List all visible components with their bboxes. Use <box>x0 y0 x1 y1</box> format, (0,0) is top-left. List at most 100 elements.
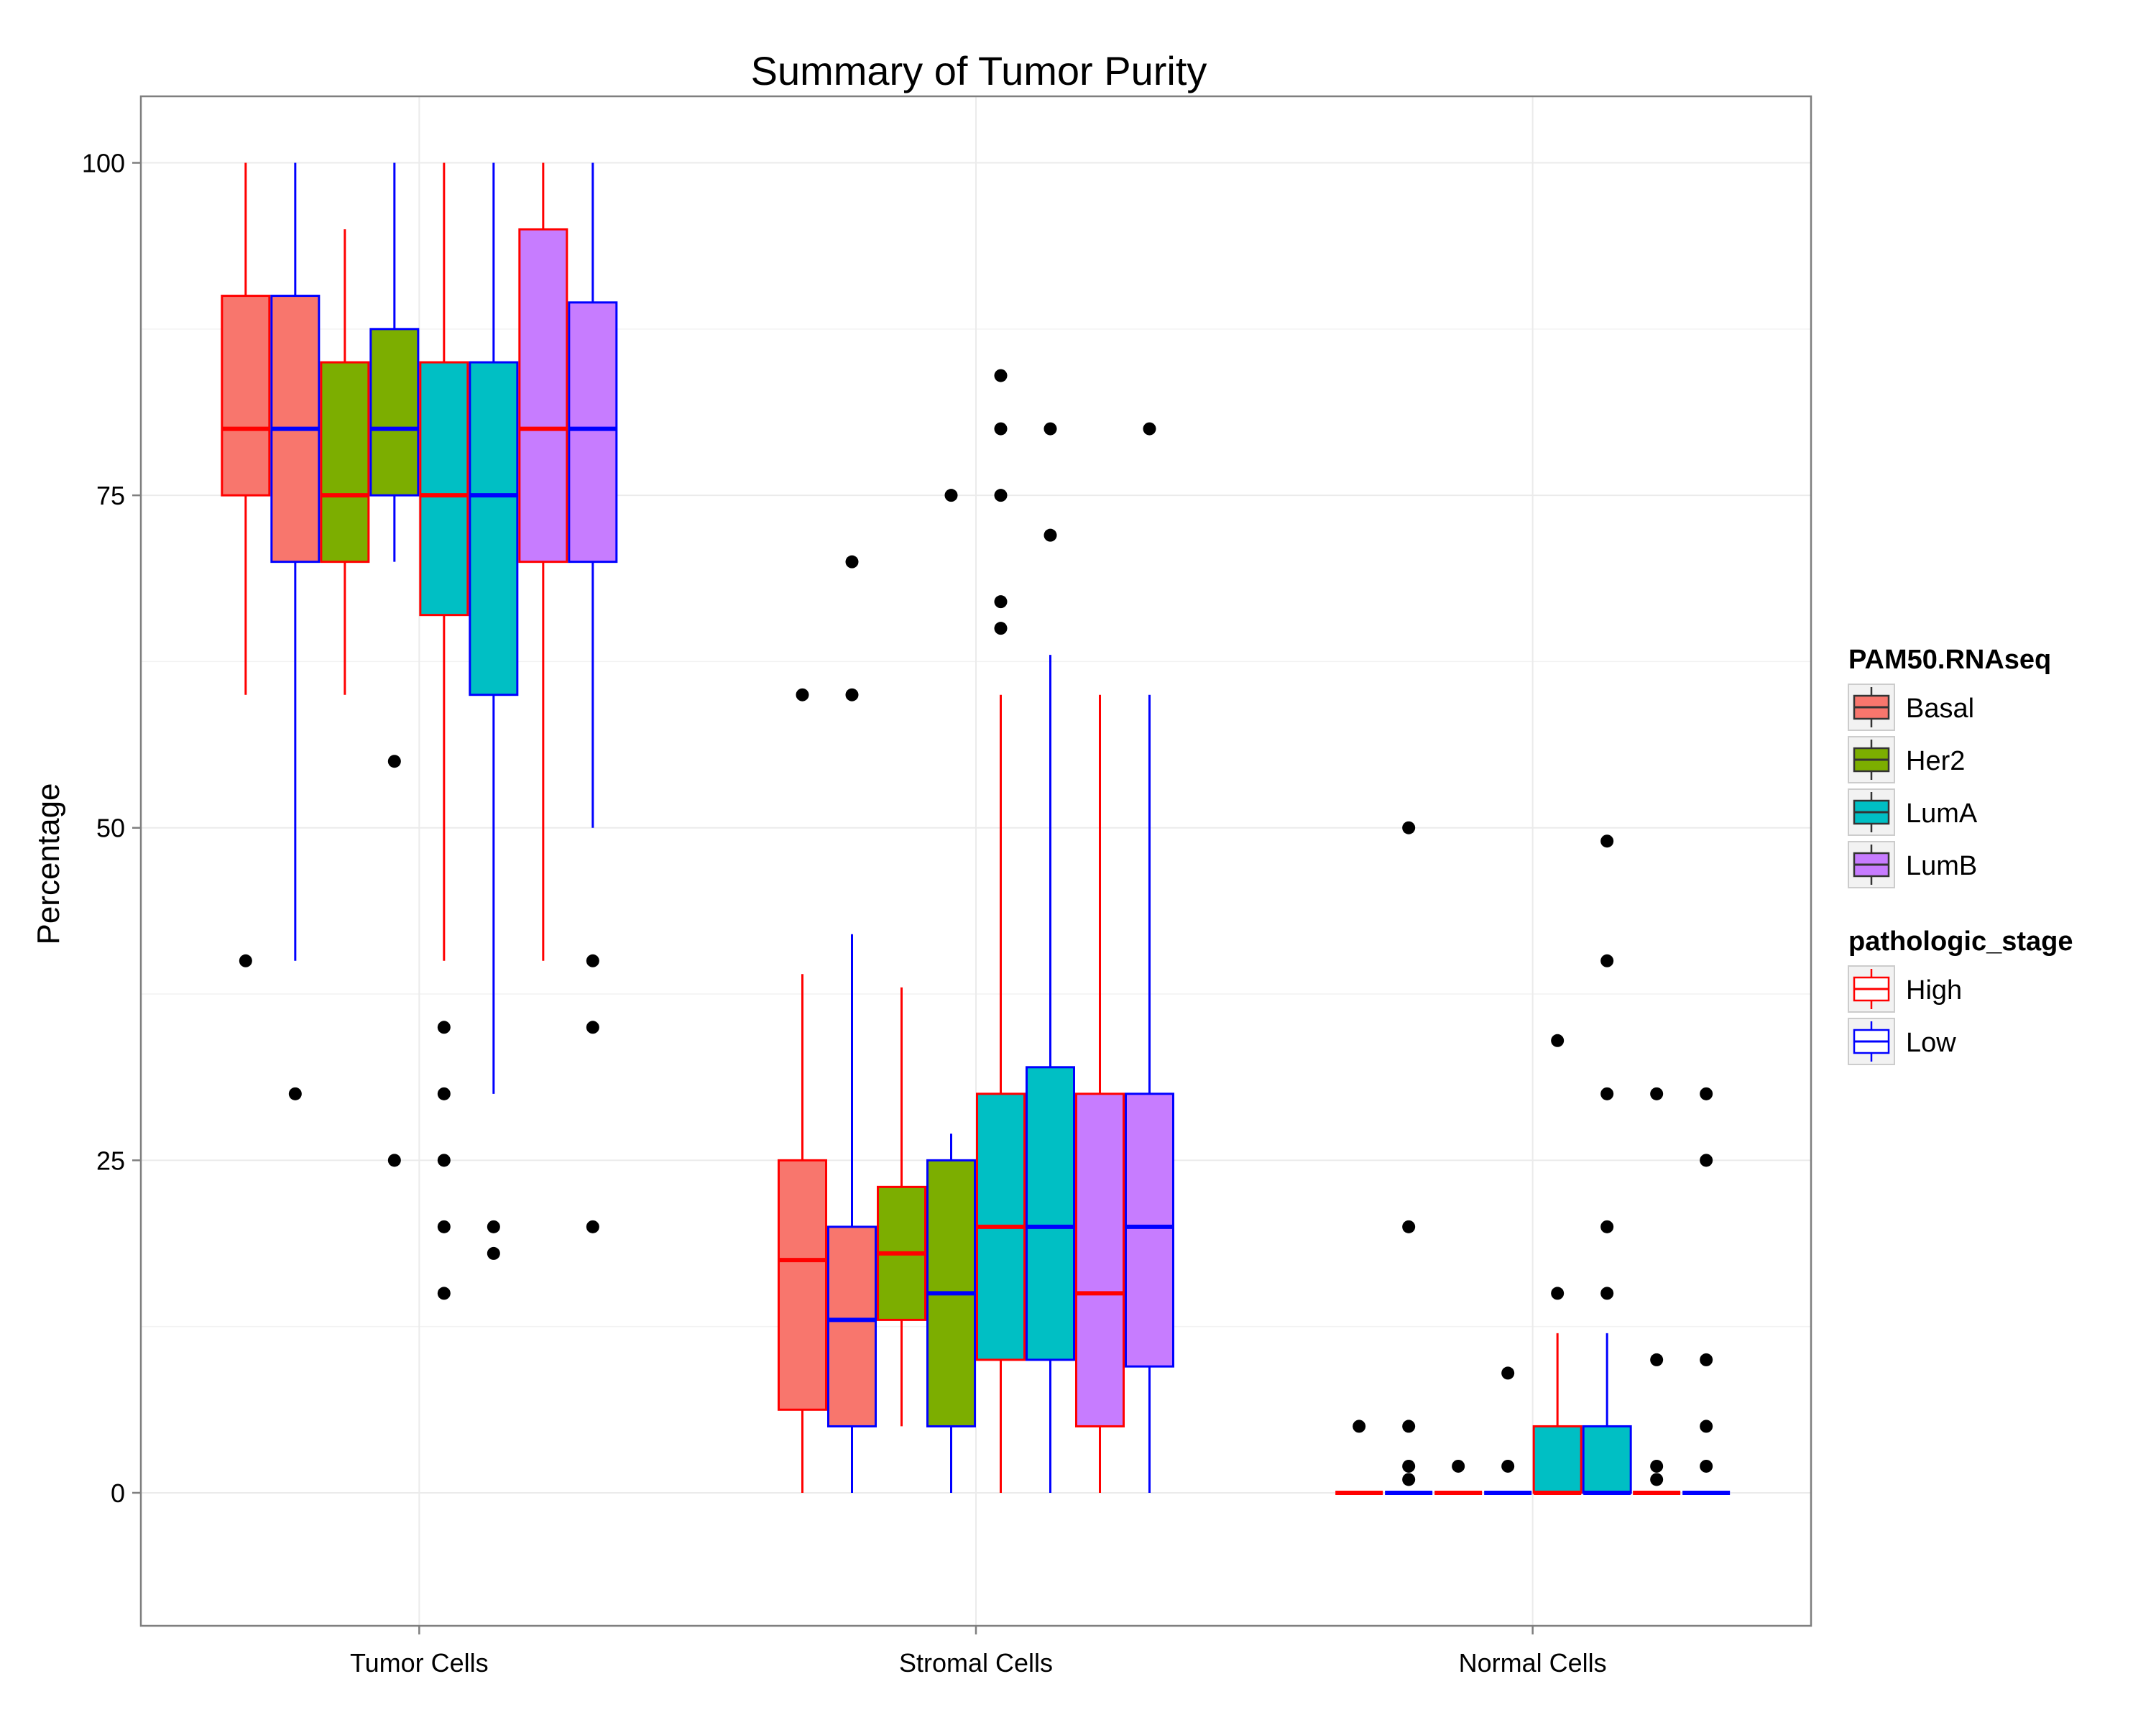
box-tumor-cells-basal-high <box>221 162 271 967</box>
outlier-point <box>1501 1366 1515 1380</box>
outlier-point <box>1600 834 1614 848</box>
box-iqr <box>827 1225 877 1427</box>
box-iqr <box>1075 1092 1125 1427</box>
box-group-stromal-cells <box>778 369 1174 1493</box>
box-iqr <box>469 361 519 696</box>
chart-title: Summary of Tumor Purity <box>751 48 1207 93</box>
outlier-point <box>586 1220 599 1233</box>
outlier-point <box>1600 1220 1614 1233</box>
box-normal-cells-basal-high <box>1335 1420 1383 1495</box>
legend-label: Low <box>1906 1028 1956 1058</box>
legend-item-low: Low <box>1848 1018 1956 1065</box>
legend-title-stage: pathologic_stage <box>1848 926 2073 957</box>
outlier-point <box>437 1087 451 1100</box>
box-tumor-cells-her2-high <box>320 229 370 695</box>
y-tick-label: 50 <box>96 814 125 843</box>
box-iqr <box>1532 1425 1583 1494</box>
box-iqr <box>778 1159 827 1411</box>
outlier-point <box>1551 1287 1565 1300</box>
outlier-point <box>1452 1459 1465 1473</box>
outlier-point <box>437 1154 451 1167</box>
x-tick-label: Normal Cells <box>1459 1648 1607 1678</box>
box-normal-cells-lumb-low <box>1682 1087 1731 1495</box>
outlier-point <box>796 688 809 702</box>
legend: PAM50.RNAseq Basal Her2 LumA LumB pathologic_… <box>1848 645 2073 1065</box>
outlier-point <box>994 369 1008 382</box>
legend-label: LumB <box>1906 851 1977 881</box>
outlier-point <box>1600 954 1614 967</box>
outlier-point <box>1501 1459 1515 1473</box>
outlier-point <box>1700 1459 1713 1473</box>
outlier-point <box>1402 1420 1416 1433</box>
outlier-point <box>1600 1287 1614 1300</box>
outlier-point <box>586 954 599 967</box>
legend-label: Basal <box>1906 694 1974 724</box>
legend-title-subtype: PAM50.RNAseq <box>1848 645 2051 675</box>
outlier-point <box>387 1154 401 1167</box>
outlier-point <box>1700 1353 1713 1366</box>
outlier-point <box>994 489 1008 502</box>
box-stromal-cells-her2-low <box>926 489 976 1493</box>
outlier-point <box>437 1220 451 1233</box>
legend-label: LumA <box>1906 799 1978 829</box>
legend-label: Her2 <box>1906 746 1965 776</box>
box-stromal-cells-lumb-high <box>1075 694 1125 1493</box>
outlier-point <box>437 1021 451 1034</box>
outlier-point <box>1402 1220 1416 1233</box>
box-group-tumor-cells <box>221 162 618 1300</box>
box-iqr <box>419 361 469 617</box>
outlier-point <box>1402 1473 1416 1486</box>
box-normal-cells-her2-high <box>1434 1459 1483 1495</box>
outlier-point <box>1600 1087 1614 1100</box>
box-iqr <box>1582 1425 1632 1494</box>
box-normal-cells-basal-low <box>1385 821 1433 1495</box>
outlier-point <box>944 489 958 502</box>
box-tumor-cells-luma-low <box>469 162 519 1260</box>
outlier-point <box>387 755 401 768</box>
box-stromal-cells-her2-high <box>877 987 926 1427</box>
box-iqr <box>568 301 618 564</box>
box-iqr <box>320 361 370 564</box>
box-iqr <box>1026 1066 1075 1361</box>
outlier-point <box>1700 1420 1713 1433</box>
y-axis-label: Percentage <box>31 783 66 944</box>
box-normal-cells-luma-low <box>1582 834 1632 1495</box>
box-tumor-cells-basal-low <box>270 162 321 1100</box>
y-tick-label: 0 <box>111 1478 125 1508</box>
outlier-point <box>845 688 859 702</box>
box-iqr <box>518 228 568 564</box>
outlier-point <box>1650 1353 1664 1366</box>
outlier-point <box>586 1021 599 1034</box>
outlier-point <box>1143 422 1156 436</box>
outlier-point <box>288 1087 302 1100</box>
box-normal-cells-luma-high <box>1532 1034 1583 1495</box>
legend-item-luma: LumA <box>1848 788 1978 836</box>
outlier-point <box>994 422 1008 436</box>
legend-item-her2: Her2 <box>1848 736 1965 783</box>
box-normal-cells-lumb-high <box>1633 1087 1681 1495</box>
box-iqr <box>369 328 420 497</box>
x-tick-label: Tumor Cells <box>350 1648 489 1678</box>
outlier-point <box>1402 1459 1416 1473</box>
outlier-point <box>1700 1087 1713 1100</box>
box-stromal-cells-luma-high <box>976 369 1026 1493</box>
outlier-point <box>1402 821 1416 834</box>
box-stromal-cells-lumb-low <box>1125 422 1174 1493</box>
outlier-point <box>1044 422 1057 436</box>
box-stromal-cells-luma-low <box>1026 422 1075 1493</box>
y-tick-label: 100 <box>82 149 125 178</box>
outlier-point <box>1044 528 1057 542</box>
outlier-point <box>487 1246 500 1260</box>
outlier-point <box>239 954 252 967</box>
x-tick-label: Stromal Cells <box>899 1648 1053 1678</box>
box-group-normal-cells <box>1335 821 1731 1495</box>
box-iqr <box>221 295 271 497</box>
box-tumor-cells-her2-low <box>369 162 420 1167</box>
legend-item-high: High <box>1848 965 1962 1013</box>
box-stromal-cells-basal-low <box>827 555 877 1493</box>
outlier-point <box>1700 1154 1713 1167</box>
box-normal-cells-her2-low <box>1484 1366 1532 1495</box>
y-tick-label: 25 <box>96 1146 125 1175</box>
outlier-point <box>1551 1034 1565 1047</box>
